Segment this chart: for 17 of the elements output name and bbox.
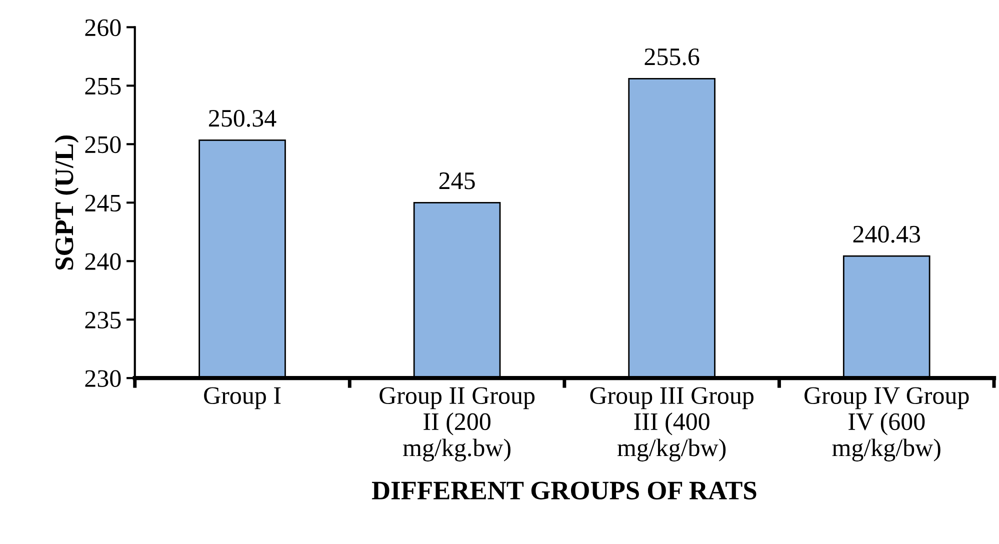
y-tick-label: 260 bbox=[85, 19, 121, 36]
y-tick-label: 240 bbox=[85, 253, 121, 270]
data-label: 240.43 bbox=[853, 226, 920, 243]
data-label: 245 bbox=[439, 172, 475, 190]
y-tick-label: 230 bbox=[85, 370, 121, 387]
y-tick-label: 255 bbox=[85, 78, 121, 95]
y-tick-label: 245 bbox=[85, 194, 121, 212]
y-tick-label: 235 bbox=[85, 312, 121, 329]
x-tick-label: Group IV Group IV (600 mg/kg/bw) bbox=[804, 387, 969, 462]
x-axis-title: DIFFERENT GROUPS OF RATS bbox=[372, 482, 756, 500]
data-label: 250.34 bbox=[208, 110, 276, 127]
x-tick-label: Group I bbox=[204, 387, 281, 410]
data-label: 255.6 bbox=[644, 48, 700, 66]
x-tick-label: Group III Group III (400 mg/kg/bw) bbox=[590, 387, 754, 462]
y-axis-title: SGPT (U/L) bbox=[54, 135, 79, 270]
x-tick-label: Group II Group II (200 mg/kg.bw) bbox=[380, 387, 535, 462]
y-tick-label: 250 bbox=[85, 136, 121, 154]
